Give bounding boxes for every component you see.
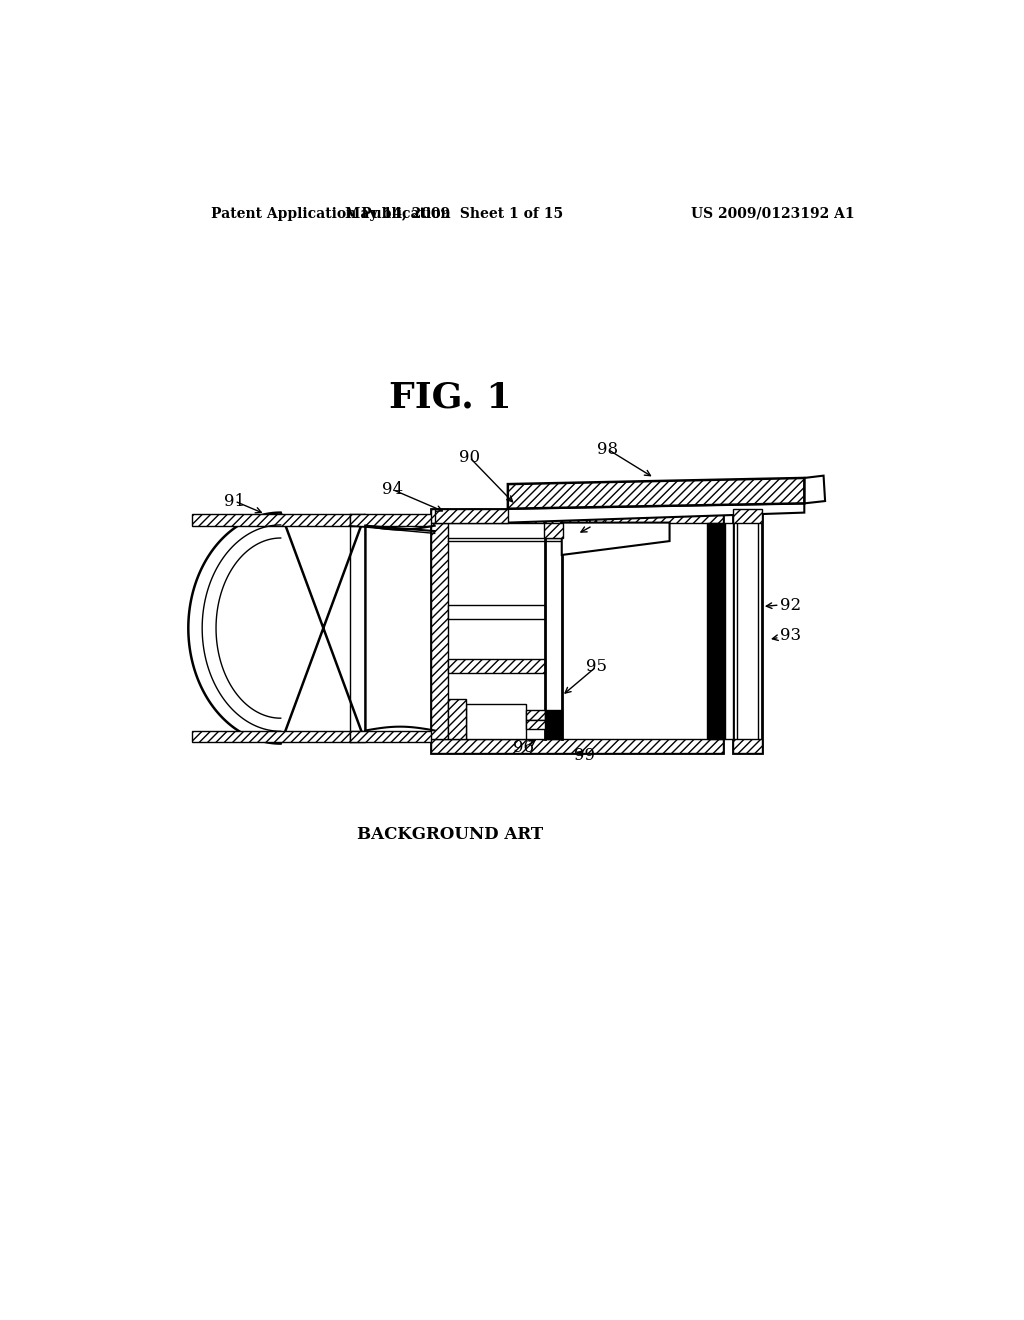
Polygon shape bbox=[707, 523, 725, 739]
Text: 90: 90 bbox=[459, 449, 480, 466]
Polygon shape bbox=[350, 515, 435, 525]
Text: 99: 99 bbox=[574, 747, 595, 764]
Text: FIG. 1: FIG. 1 bbox=[389, 380, 511, 414]
Polygon shape bbox=[350, 730, 435, 742]
Text: 95: 95 bbox=[586, 659, 607, 675]
Polygon shape bbox=[562, 523, 670, 554]
Polygon shape bbox=[188, 512, 366, 743]
Polygon shape bbox=[431, 508, 724, 523]
Text: Patent Application Publication: Patent Application Publication bbox=[211, 207, 451, 220]
Text: US 2009/0123192 A1: US 2009/0123192 A1 bbox=[691, 207, 854, 220]
Polygon shape bbox=[447, 700, 466, 739]
Polygon shape bbox=[447, 659, 545, 673]
Text: 97: 97 bbox=[588, 516, 609, 533]
Text: May 14, 2009  Sheet 1 of 15: May 14, 2009 Sheet 1 of 15 bbox=[345, 207, 563, 220]
Polygon shape bbox=[508, 503, 804, 523]
Polygon shape bbox=[447, 605, 545, 619]
Polygon shape bbox=[466, 705, 525, 739]
Polygon shape bbox=[435, 508, 508, 523]
Polygon shape bbox=[525, 710, 545, 719]
Text: 94: 94 bbox=[382, 480, 402, 498]
Polygon shape bbox=[431, 739, 724, 752]
Polygon shape bbox=[804, 475, 825, 503]
Text: 92: 92 bbox=[779, 597, 801, 614]
Text: 91: 91 bbox=[224, 492, 245, 510]
Polygon shape bbox=[193, 515, 366, 525]
Polygon shape bbox=[525, 719, 545, 729]
Polygon shape bbox=[733, 739, 762, 752]
Polygon shape bbox=[544, 523, 563, 539]
Polygon shape bbox=[736, 515, 758, 747]
Polygon shape bbox=[508, 478, 804, 508]
Text: 96: 96 bbox=[513, 739, 534, 756]
Polygon shape bbox=[725, 523, 733, 739]
Polygon shape bbox=[733, 508, 762, 523]
Polygon shape bbox=[545, 710, 562, 739]
Polygon shape bbox=[733, 508, 762, 752]
Polygon shape bbox=[193, 730, 366, 742]
Text: BACKGROUND ART: BACKGROUND ART bbox=[357, 826, 543, 843]
Text: 93: 93 bbox=[779, 627, 801, 644]
Polygon shape bbox=[431, 523, 447, 739]
Polygon shape bbox=[431, 508, 724, 752]
Text: 98: 98 bbox=[597, 441, 618, 458]
